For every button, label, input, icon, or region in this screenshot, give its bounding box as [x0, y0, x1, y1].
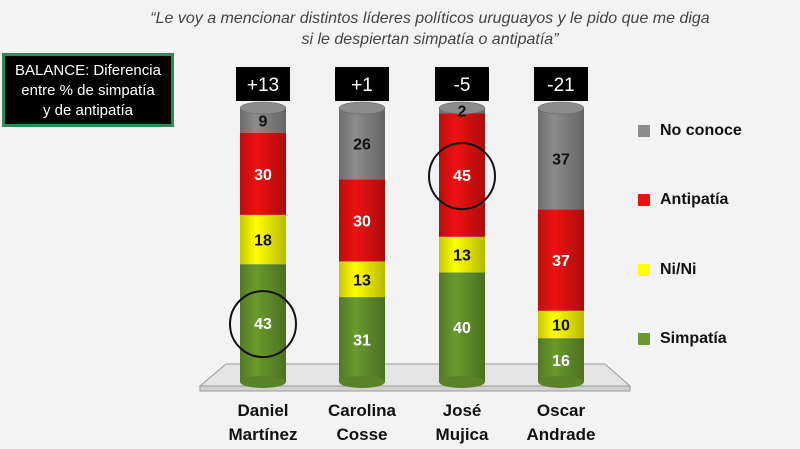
bar-segment-simpata-2 [439, 272, 485, 382]
highlight-circle-0 [229, 290, 297, 359]
balance-value-3: -21 [547, 75, 574, 96]
bar-segment-antipata-3 [538, 209, 584, 311]
category-label-line-2: Martínez [228, 425, 298, 444]
chart-floor-edge [199, 385, 631, 392]
data-label-noconoce-0: 9 [259, 113, 268, 130]
bar-segment-simpata-1 [339, 297, 385, 382]
bar-cap-0 [239, 101, 287, 115]
balance-value-0: +13 [247, 75, 279, 96]
bar-base-1 [339, 376, 385, 388]
data-label-simpata-2: 40 [453, 320, 471, 337]
legend-item-simpata: Simpatía [638, 330, 798, 350]
balance-definition-box: BALANCE: Diferencia entre % de simpatía … [2, 53, 174, 127]
bar-segment-noconoce-3 [538, 108, 584, 210]
category-label-line-2: Mujica [435, 425, 489, 444]
balance-value-1: +1 [351, 75, 373, 96]
legend-item-nini: Ni/Ni [638, 261, 798, 281]
data-label-nini-3: 10 [552, 317, 570, 334]
balance-box-line-2: entre % de simpatía [21, 82, 155, 99]
data-label-noconoce-2: 2 [458, 104, 467, 121]
bar-cap-3 [537, 101, 585, 115]
data-label-nini-0: 18 [254, 233, 272, 250]
data-label-antipata-1: 30 [353, 213, 371, 230]
bar-base-2 [439, 376, 485, 388]
bar-segment-simpata-3 [538, 338, 584, 382]
balance-box-line-1: BALANCE: Diferencia [15, 62, 161, 79]
legend-label: Simpatía [660, 330, 727, 347]
data-label-simpata-3: 16 [552, 353, 570, 370]
bar-segment-antipata-2 [439, 113, 485, 237]
bar-cap-2 [438, 101, 486, 115]
category-label-3: Oscar Andrade [511, 399, 611, 447]
category-label-line-1: Oscar [536, 401, 586, 420]
data-label-nini-2: 13 [453, 248, 471, 265]
bar-segment-noconoce-1 [339, 108, 385, 180]
data-label-nini-1: 13 [353, 272, 371, 289]
category-label-line-1: José [442, 401, 482, 420]
bar-segment-nini-2 [439, 236, 485, 273]
legend-swatch [638, 125, 650, 137]
legend-label: No conoce [660, 122, 742, 139]
chart-title: “Le voy a mencionar distintos líderes po… [150, 10, 710, 48]
bar-segment-simpata-0 [240, 264, 286, 382]
balance-value-box-1 [335, 67, 389, 101]
bar-base-0 [240, 376, 286, 388]
bar-segment-nini-3 [538, 310, 584, 339]
category-label-2: José Mujica [412, 399, 512, 447]
legend-item-noconoce: No conoce [638, 122, 798, 142]
bar-base-3 [538, 376, 584, 388]
category-label-line-2: Andrade [526, 425, 596, 444]
bar-segment-antipata-0 [240, 132, 286, 215]
data-label-noconoce-1: 26 [353, 137, 371, 154]
balance-value-2: -5 [454, 75, 471, 96]
legend-swatch [638, 194, 650, 206]
category-label-line-1: Carolina [327, 401, 397, 420]
legend-item-antipata: Antipatía [638, 191, 798, 211]
balance-value-box-2 [435, 67, 489, 101]
legend-swatch [638, 333, 650, 345]
balance-value-box-0 [236, 67, 290, 101]
category-label-line-1: Daniel [237, 401, 289, 420]
category-label-0: Daniel Martínez [213, 399, 313, 447]
data-label-simpata-0: 43 [254, 316, 272, 333]
data-label-simpata-1: 31 [353, 333, 371, 350]
data-label-antipata-2: 45 [453, 168, 471, 185]
category-label-line-2: Cosse [336, 425, 388, 444]
bar-segment-nini-0 [240, 214, 286, 265]
balance-value-box-3 [534, 67, 588, 101]
legend-label: Antipatía [660, 191, 729, 208]
data-label-antipata-0: 30 [254, 167, 272, 184]
balance-box-line-3: y de antipatía [42, 102, 134, 119]
data-label-antipata-3: 37 [552, 253, 570, 270]
category-label-1: Carolina Cosse [312, 399, 412, 447]
legend-label: Ni/Ni [660, 261, 697, 278]
bar-segment-nini-1 [339, 261, 385, 298]
highlight-circle-2 [428, 142, 496, 211]
bar-segment-antipata-1 [339, 179, 385, 262]
bar-cap-1 [338, 101, 386, 115]
legend-swatch [638, 264, 650, 276]
data-label-noconoce-3: 37 [552, 152, 570, 169]
